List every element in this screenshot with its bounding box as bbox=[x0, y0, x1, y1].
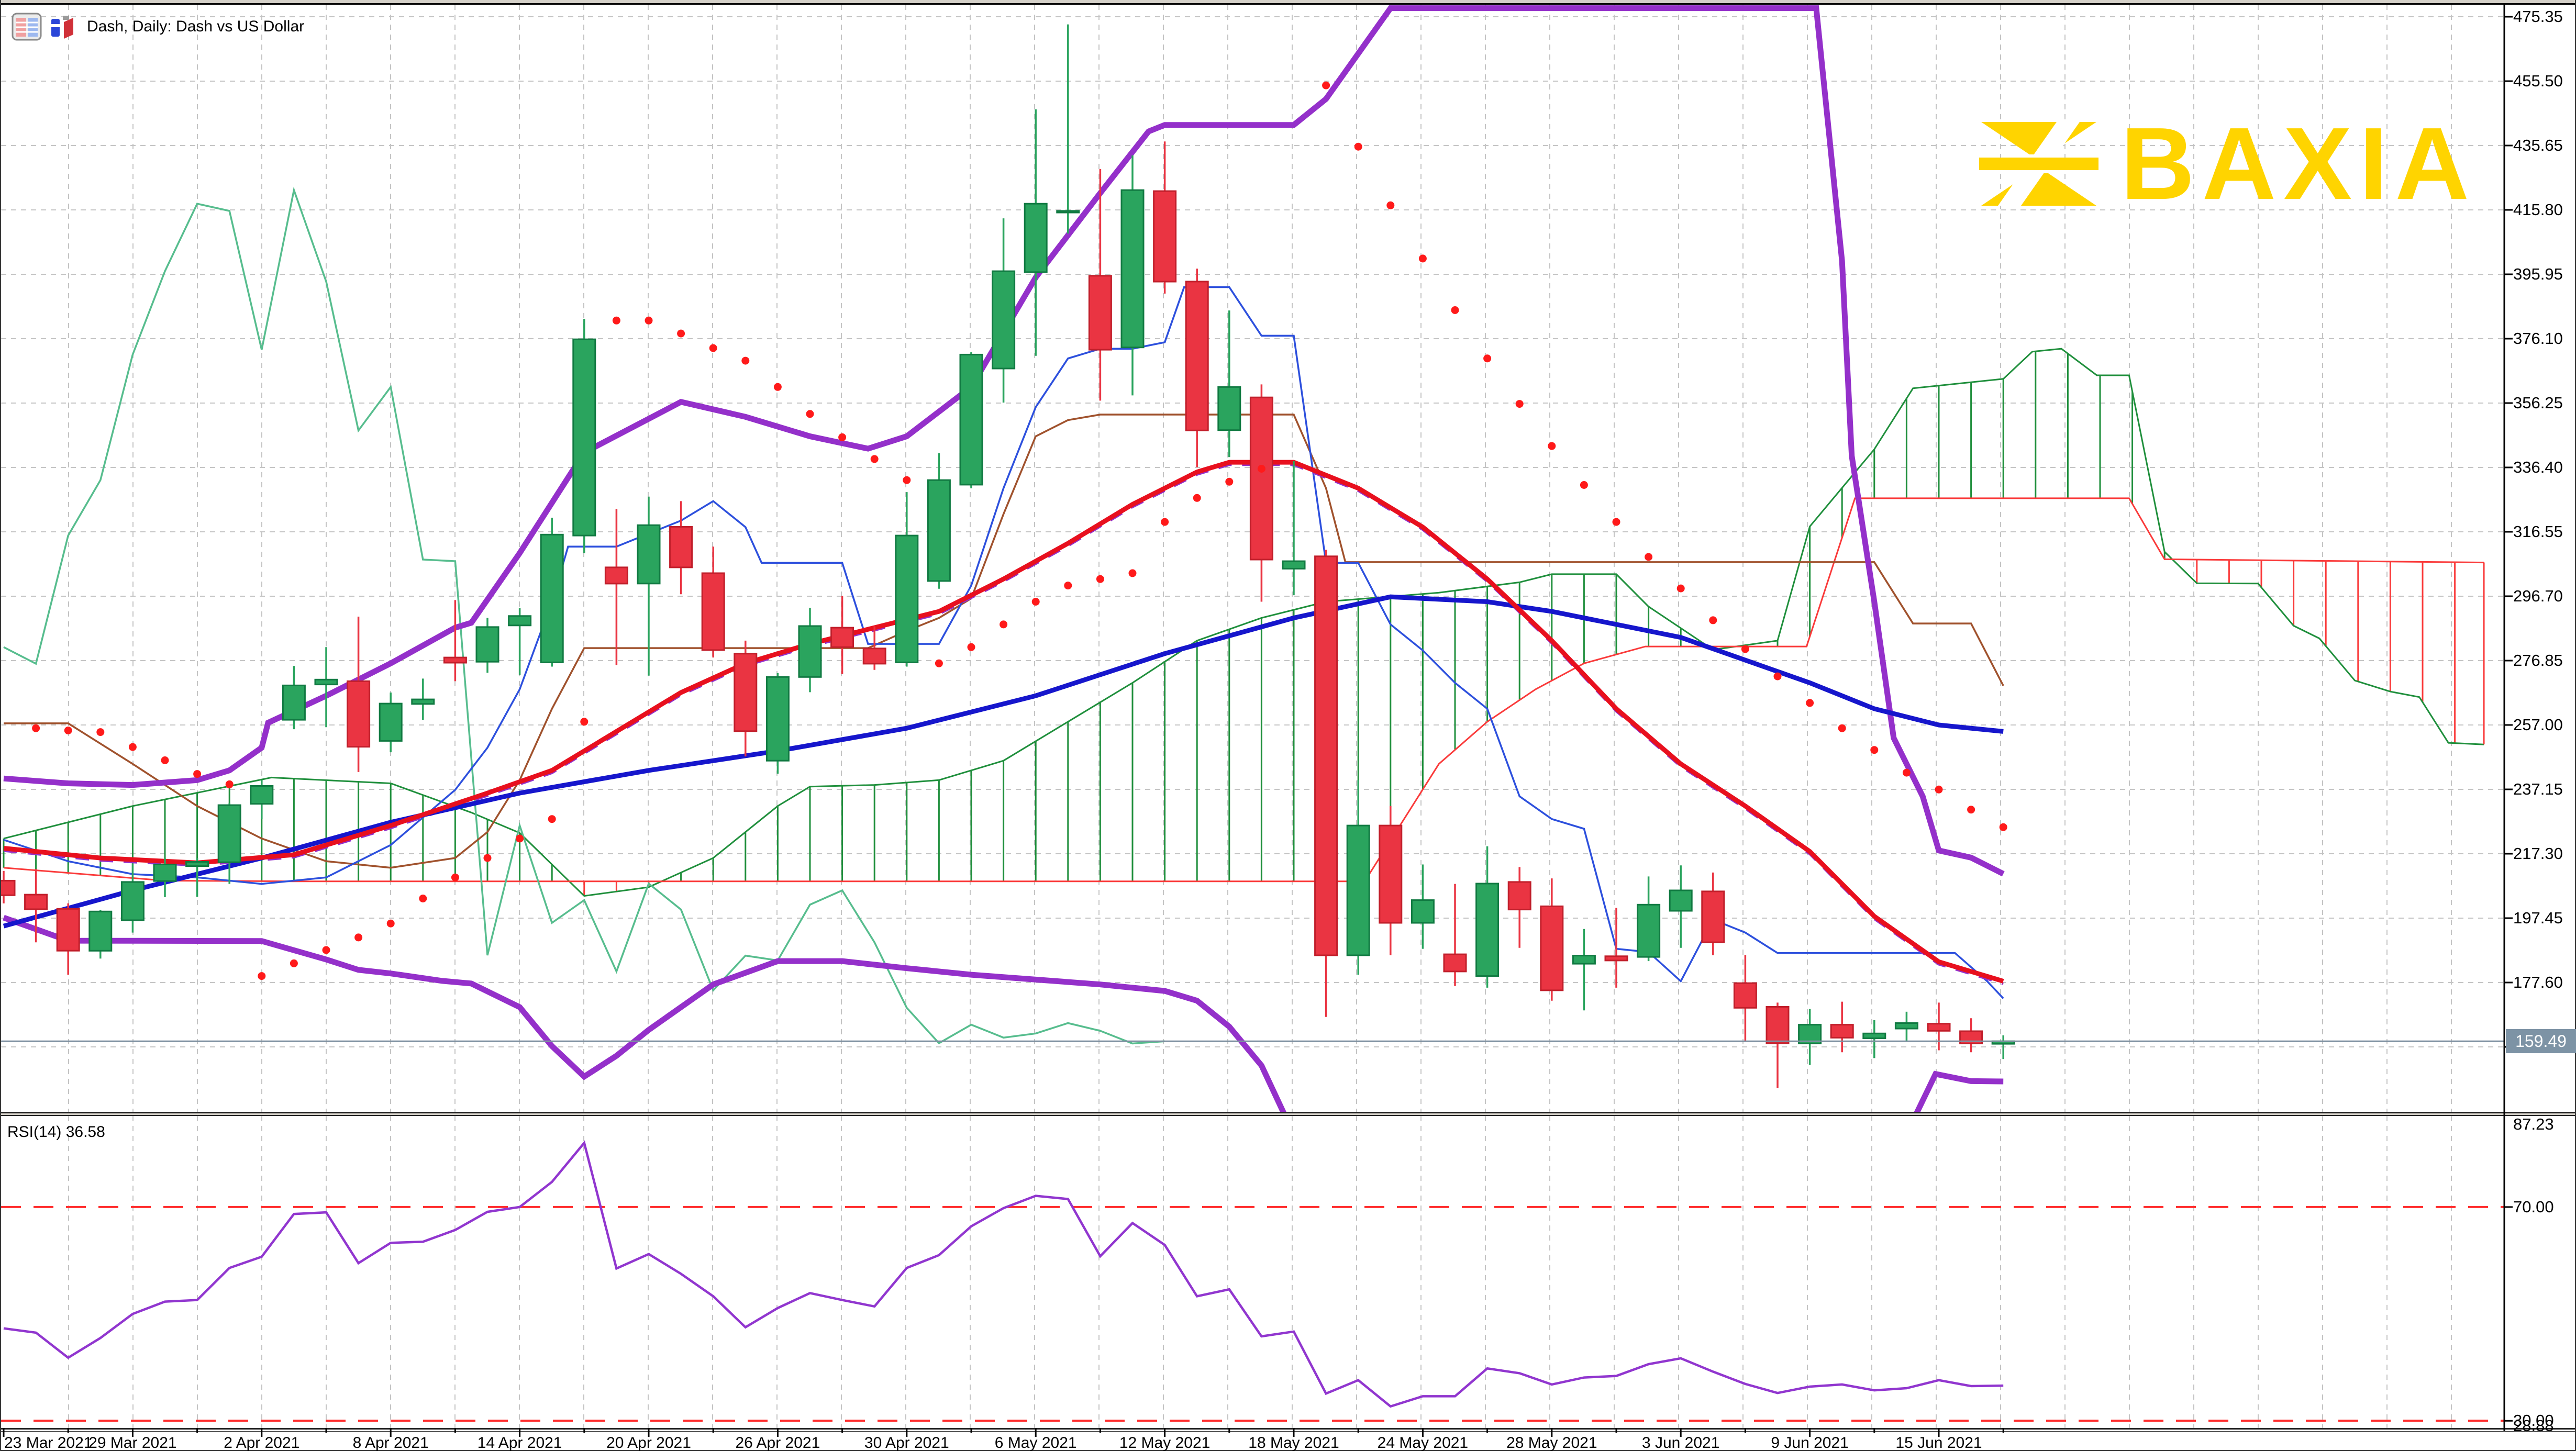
date-axis-label: 28 May 2021 bbox=[1506, 1434, 1597, 1451]
date-axis-label: 2 Apr 2021 bbox=[224, 1434, 300, 1451]
candlestick-chart-icon bbox=[51, 16, 73, 39]
date-axis-label: 14 Apr 2021 bbox=[477, 1434, 562, 1451]
date-axis-label: 15 Jun 2021 bbox=[1895, 1434, 1982, 1451]
rsi-axis-label: 30.00 bbox=[2513, 1411, 2554, 1430]
tenkan-line bbox=[3, 286, 2004, 999]
price-axis-label: 356.25 bbox=[2513, 394, 2563, 412]
lower-band-line bbox=[3, 914, 2004, 1112]
price-axis-label: 296.70 bbox=[2513, 587, 2563, 605]
parabolic-sar-dots bbox=[32, 81, 2007, 980]
price-axis-label: 395.95 bbox=[2513, 265, 2563, 283]
date-axis-label: 18 May 2021 bbox=[1248, 1434, 1339, 1451]
price-axis-label: 276.85 bbox=[2513, 651, 2563, 669]
senkou-span-b-line bbox=[3, 497, 2484, 883]
date-axis-label: 29 Mar 2021 bbox=[88, 1434, 177, 1451]
price-axis-label: 237.15 bbox=[2513, 780, 2563, 798]
chart-title: Dash, Daily: Dash vs US Dollar bbox=[87, 18, 305, 35]
chikou-span-line bbox=[3, 186, 1165, 1045]
date-axis-label: 9 Jun 2021 bbox=[1771, 1434, 1849, 1451]
price-axis-label: 415.80 bbox=[2513, 200, 2563, 219]
baxia-logo-text: BAXIA bbox=[2120, 106, 2477, 221]
price-axis-label: 435.65 bbox=[2513, 136, 2563, 154]
price-axis-label: 455.50 bbox=[2513, 72, 2563, 90]
price-axis-label: 217.30 bbox=[2513, 844, 2563, 863]
price-axis-label: 197.45 bbox=[2513, 909, 2563, 927]
date-axis-label: 23 Mar 2021 bbox=[4, 1434, 93, 1451]
date-axis-label: 20 Apr 2021 bbox=[606, 1434, 691, 1451]
upper-band-line bbox=[3, 5, 2005, 877]
fast-ma-line bbox=[3, 460, 2004, 984]
price-axis-label: 177.60 bbox=[2513, 973, 2563, 991]
rsi-axis-label: 87.23 bbox=[2513, 1115, 2554, 1133]
axis-ticks bbox=[3, 16, 2513, 1437]
chart-title-bar: Dash, Daily: Dash vs US Dollar bbox=[12, 12, 304, 42]
rsi-indicator-label: RSI(14) 36.58 bbox=[7, 1123, 105, 1141]
price-axis-label: 257.00 bbox=[2513, 716, 2563, 734]
rsi-axis-label: 70.00 bbox=[2513, 1197, 2554, 1216]
date-axis-label: 3 Jun 2021 bbox=[1641, 1434, 1720, 1451]
price-axis-label: 316.55 bbox=[2513, 522, 2563, 541]
date-axis-label: 6 May 2021 bbox=[994, 1434, 1077, 1451]
date-axis-label: 26 Apr 2021 bbox=[735, 1434, 820, 1451]
date-axis-label: 24 May 2021 bbox=[1377, 1434, 1469, 1451]
gridlines bbox=[1, 5, 2504, 1428]
chart-properties-icon bbox=[12, 13, 42, 41]
price-axis-label: 376.10 bbox=[2513, 329, 2563, 348]
rsi-line bbox=[3, 1140, 2004, 1408]
baxia-logo-icon bbox=[1979, 121, 2099, 206]
date-axis-label: 12 May 2021 bbox=[1119, 1434, 1211, 1451]
date-axis-label: 8 Apr 2021 bbox=[352, 1434, 429, 1451]
candles bbox=[1, 24, 2015, 1088]
broker-logo: BAXIA bbox=[1979, 105, 2477, 222]
current-price-tag: 159.49 bbox=[2506, 1029, 2576, 1054]
price-axis-label: 475.35 bbox=[2513, 7, 2563, 26]
date-axis-label: 30 Apr 2021 bbox=[864, 1434, 949, 1451]
rsi-axis-label: 28.88 bbox=[2513, 1416, 2554, 1435]
senkou-span-a-line bbox=[3, 348, 2484, 897]
price-axis-label: 336.40 bbox=[2513, 458, 2563, 476]
